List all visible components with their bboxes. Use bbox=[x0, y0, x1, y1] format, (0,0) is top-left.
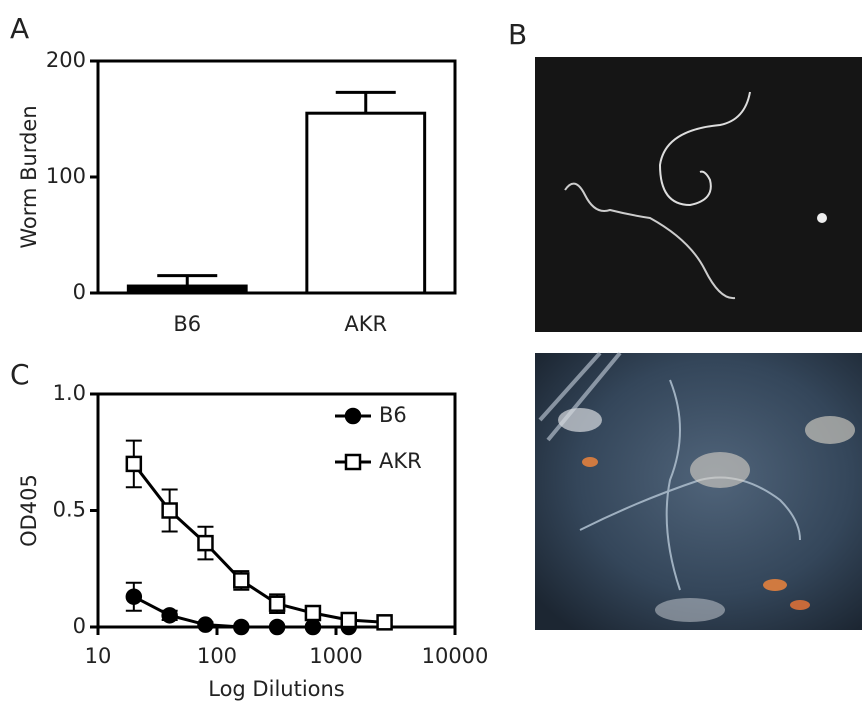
marker bbox=[304, 618, 322, 636]
panel-label: C bbox=[10, 358, 30, 391]
marker bbox=[125, 455, 143, 473]
marker bbox=[268, 595, 286, 612]
marker bbox=[344, 407, 362, 425]
marker bbox=[376, 614, 393, 631]
panel-label: A bbox=[10, 12, 29, 45]
marker bbox=[344, 453, 362, 471]
y-tick-label: 0 bbox=[73, 614, 86, 638]
panel-label: B bbox=[508, 18, 527, 51]
marker bbox=[304, 604, 322, 622]
marker bbox=[197, 534, 214, 552]
x-tick-label: 10 bbox=[85, 644, 112, 668]
y-axis-label: Worm Burden bbox=[17, 105, 41, 248]
plot-frame bbox=[96, 392, 457, 629]
x-tick-label: B6 bbox=[173, 312, 201, 336]
plot-frame bbox=[96, 59, 457, 295]
y-axis-label: OD405 bbox=[17, 474, 41, 547]
bar bbox=[126, 284, 248, 295]
series-line bbox=[132, 462, 385, 624]
y-tick-label: 200 bbox=[46, 48, 86, 72]
y-tick-label: 0 bbox=[73, 280, 86, 304]
marker bbox=[268, 618, 286, 636]
marker bbox=[161, 502, 178, 519]
y-tick-label: 0.5 bbox=[53, 498, 86, 522]
marker bbox=[233, 618, 250, 636]
marker bbox=[125, 588, 143, 605]
x-axis-label: Log Dilutions bbox=[208, 677, 345, 701]
bar bbox=[305, 111, 427, 295]
marker bbox=[197, 616, 214, 633]
legend-label: AKR bbox=[379, 449, 422, 473]
x-tick-label: 10000 bbox=[422, 644, 489, 668]
photo-worms-tissue bbox=[535, 351, 862, 630]
photo-worms-dark bbox=[535, 57, 862, 332]
x-tick-label: AKR bbox=[344, 312, 387, 336]
y-tick-label: 1.0 bbox=[53, 381, 86, 405]
x-tick-label: 100 bbox=[197, 644, 237, 668]
legend-label: B6 bbox=[379, 403, 407, 427]
marker bbox=[340, 611, 358, 629]
y-tick-label: 100 bbox=[46, 164, 86, 188]
x-tick-label: 1000 bbox=[309, 644, 362, 668]
marker bbox=[233, 572, 250, 589]
marker bbox=[161, 607, 178, 624]
